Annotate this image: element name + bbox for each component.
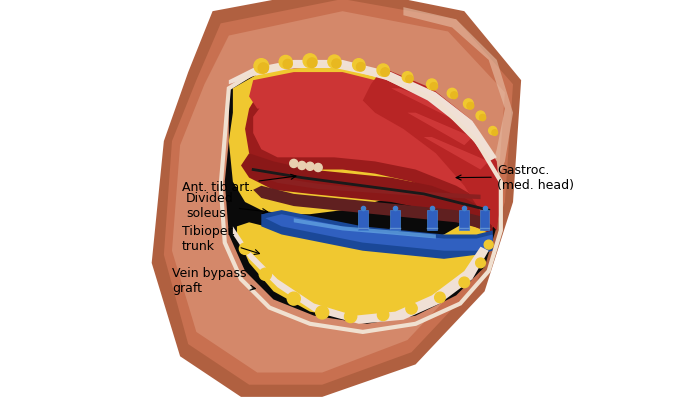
Polygon shape [427, 211, 437, 231]
Polygon shape [241, 154, 493, 235]
Circle shape [314, 164, 322, 172]
Circle shape [259, 269, 271, 281]
Polygon shape [347, 81, 497, 202]
Circle shape [332, 60, 341, 69]
Circle shape [307, 59, 317, 68]
Polygon shape [265, 215, 493, 251]
Circle shape [254, 60, 269, 74]
Polygon shape [294, 219, 436, 239]
Polygon shape [479, 211, 490, 231]
Circle shape [402, 72, 413, 83]
Polygon shape [363, 69, 501, 231]
Circle shape [290, 160, 298, 168]
Polygon shape [164, 0, 513, 385]
Circle shape [377, 65, 389, 77]
Polygon shape [151, 0, 521, 397]
Circle shape [279, 56, 292, 69]
Text: Ant. tib art.: Ant. tib art. [182, 175, 296, 193]
Polygon shape [358, 211, 368, 231]
Circle shape [430, 83, 438, 91]
Circle shape [356, 64, 365, 72]
Text: Gastroc.
(med. head): Gastroc. (med. head) [456, 163, 574, 191]
Polygon shape [391, 89, 456, 117]
Polygon shape [408, 113, 473, 146]
Polygon shape [460, 211, 469, 231]
Circle shape [239, 243, 251, 255]
Circle shape [406, 303, 417, 314]
Polygon shape [249, 73, 484, 162]
Polygon shape [253, 186, 488, 231]
Polygon shape [225, 73, 497, 324]
Circle shape [475, 258, 486, 268]
Circle shape [353, 60, 365, 72]
Polygon shape [172, 12, 505, 373]
Polygon shape [253, 93, 493, 202]
Circle shape [467, 103, 474, 110]
Text: Divided
soleus: Divided soleus [186, 192, 267, 220]
Polygon shape [237, 219, 493, 320]
Circle shape [377, 309, 389, 321]
Text: Tibioper.
trunk: Tibioper. trunk [182, 224, 260, 255]
Circle shape [258, 64, 269, 74]
Polygon shape [403, 8, 513, 182]
Polygon shape [261, 211, 493, 259]
Polygon shape [390, 211, 400, 231]
Circle shape [451, 93, 458, 99]
Circle shape [447, 89, 457, 99]
Circle shape [427, 80, 437, 90]
Polygon shape [269, 178, 481, 200]
Circle shape [306, 163, 314, 171]
Polygon shape [233, 227, 488, 324]
Circle shape [476, 112, 485, 121]
Circle shape [492, 130, 497, 136]
Circle shape [328, 56, 341, 69]
Circle shape [345, 311, 357, 323]
Polygon shape [424, 138, 488, 170]
Polygon shape [229, 69, 497, 235]
Circle shape [298, 162, 306, 170]
Circle shape [287, 292, 300, 305]
Circle shape [283, 60, 292, 69]
Text: Vein bypass
graft: Vein bypass graft [172, 266, 256, 294]
Circle shape [464, 100, 473, 109]
Polygon shape [342, 81, 497, 211]
Circle shape [381, 69, 389, 77]
Circle shape [459, 277, 470, 288]
Circle shape [488, 127, 497, 135]
Circle shape [316, 306, 329, 319]
Polygon shape [245, 89, 493, 215]
Circle shape [479, 115, 486, 122]
Circle shape [435, 292, 445, 303]
Circle shape [303, 55, 317, 68]
Circle shape [406, 76, 413, 83]
Polygon shape [229, 61, 497, 162]
Circle shape [484, 241, 493, 249]
